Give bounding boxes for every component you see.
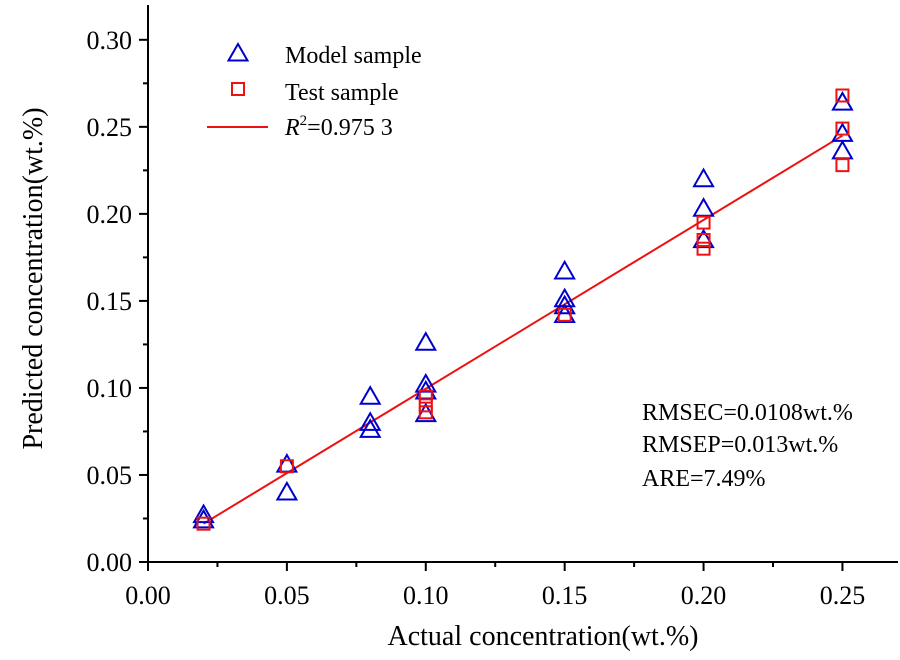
model-sample-point [358,385,382,405]
x-tick-label: 0.25 [820,581,866,610]
model-sample-point [692,167,715,188]
y-tick-label: 0.05 [87,461,133,490]
y-tick-label: 0.15 [87,287,133,316]
model-sample-point [692,228,715,249]
model-sample-point [414,402,438,423]
legend-label-test: Test sample [285,80,399,106]
statistics-annotations: RMSEC=0.0108wt.% RMSEP=0.013wt.% ARE=7.4… [642,400,853,492]
test-sample-point [418,405,433,420]
test-sample-point [279,459,294,474]
x-tick-label: 0.10 [403,581,449,610]
legend-fit-value: =0.975 3 [307,115,393,141]
y-tick-label: 0.20 [87,200,133,229]
legend-fit-sup: 2 [300,113,308,129]
model-sample-point [192,508,215,529]
model-sample-point [414,331,438,351]
y-tick-label: 0.25 [87,113,133,142]
model-sample-point [192,503,215,524]
model-sample-point [553,303,576,323]
model-sample-point [553,259,576,280]
legend-triangle-marker [226,41,250,62]
y-tick-label: 0.10 [87,374,133,403]
test-sample-point [196,516,211,531]
legend-square-marker [231,82,245,96]
model-sample-point [553,294,576,315]
are-label: ARE=7.49% [642,466,766,492]
legend: Model sample Test sample R2=0.975 3 [207,41,422,141]
data-points [192,88,854,531]
fit-line-group [203,134,843,525]
test-sample-point [835,121,850,136]
axes: 0.00 0.05 0.10 0.15 0.20 0.25 0.00 0.05 0.10 0.15… [18,5,898,652]
test-sample-point [696,241,711,256]
legend-label-fit: R2=0.975 3 [284,113,393,141]
x-tick-label: 0.00 [125,581,171,610]
regression-line [203,134,843,525]
legend-label-model: Model sample [285,43,422,69]
test-sample-point [835,88,850,103]
model-sample-point [358,411,382,431]
model-sample-point [358,418,382,438]
y-axis-title: Predicted concentration(wt.%) [18,107,49,449]
rmsec-label: RMSEC=0.0108wt.% [642,400,853,426]
test-sample-point [696,215,711,230]
model-sample-point [692,197,715,217]
x-tick-label: 0.15 [542,581,588,610]
model-sample-point [275,480,299,501]
test-sample-point [835,158,850,173]
test-sample-point [418,389,433,404]
x-tick-label: 0.05 [264,581,310,610]
model-sample-point [831,139,854,160]
x-tick-label: 0.20 [681,581,727,610]
y-tick-label: 0.00 [87,548,133,577]
x-axis-title: Actual concentration(wt.%) [388,621,699,652]
y-tick-label: 0.30 [87,26,133,55]
rmsep-label: RMSEP=0.013wt.% [642,432,838,458]
test-sample-point [557,307,572,322]
legend-fit-r: R [284,115,300,141]
test-sample-point [696,232,711,247]
